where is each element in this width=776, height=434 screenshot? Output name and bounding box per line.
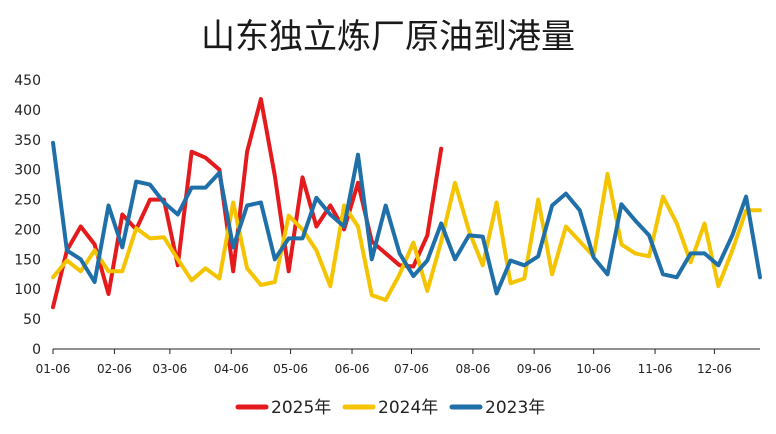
legend: 2025年 2024年 2023年 [235,398,545,418]
legend-label: 2024年 [378,398,438,418]
x-axis-ticks: 01-06 02-06 03-06 04-06 05-06 06-06 07-06 08-06… [36,349,732,376]
legend-label: 2025年 [271,398,331,418]
x-tick-label: 09-06 [517,362,552,376]
x-tick-label: 10-06 [576,362,611,376]
y-tick-label: 450 [14,73,41,89]
y-tick-label: 200 [14,222,41,238]
series-line-1 [51,97,444,310]
chart-title: 山东独立炼厂原油到港量 [201,17,575,57]
y-tick-label: 0 [32,342,41,358]
y-tick-label: 100 [14,282,41,298]
series-line-2 [51,171,762,302]
x-tick-label: 02-06 [97,362,132,376]
x-tick-label: 12-06 [697,362,732,376]
x-tick-label: 01-06 [36,362,71,376]
y-tick-label: 400 [14,103,41,119]
x-tick-label: 08-06 [455,362,490,376]
y-tick-label: 250 [14,193,41,209]
x-tick-label: 03-06 [152,362,187,376]
y-tick-label: 350 [14,133,41,149]
x-tick-label: 06-06 [335,362,370,376]
y-tick-label: 300 [14,163,41,179]
x-tick-label: 04-06 [214,362,249,376]
y-axis-ticks: 0 50 100 150 200 250 300 350 400 450 [14,73,41,358]
y-tick-label: 150 [14,252,41,268]
y-tick-label: 50 [23,312,41,328]
x-tick-label: 07-06 [394,362,429,376]
legend-label: 2023年 [485,398,545,418]
series-lines [51,97,762,310]
series-line-3 [51,140,762,296]
x-tick-label: 05-06 [273,362,308,376]
x-tick-label: 11-06 [638,362,673,376]
